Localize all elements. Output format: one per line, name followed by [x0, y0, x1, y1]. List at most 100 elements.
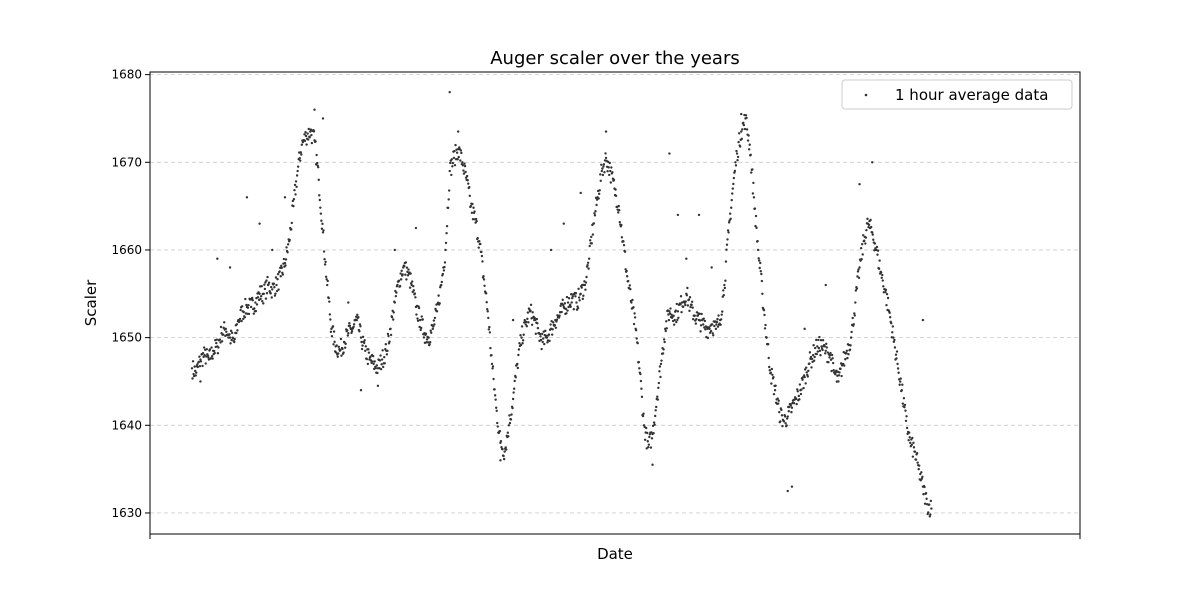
y-tick-label-1680: 1680: [111, 68, 142, 82]
data-point: [600, 163, 603, 166]
data-point: [808, 351, 812, 354]
data-point: [470, 211, 474, 214]
data-point: [736, 155, 740, 159]
data-point: [476, 236, 479, 240]
data-point: [215, 341, 218, 345]
data-point: [342, 351, 345, 354]
data-point: [635, 337, 638, 340]
data-point: [911, 436, 914, 440]
data-point: [379, 354, 382, 357]
data-point: [633, 312, 636, 315]
data-point: [786, 415, 789, 418]
data-point: [238, 319, 241, 323]
data-point: [239, 308, 242, 312]
data-point: [925, 497, 928, 500]
data-point: [812, 359, 816, 362]
data-point: [914, 458, 918, 461]
data-point: [284, 264, 287, 267]
data-point: [522, 333, 525, 336]
data-point: [873, 242, 877, 245]
data-point: [878, 259, 881, 262]
data-point: [830, 353, 834, 357]
data-point: [620, 236, 624, 239]
data-point: [196, 365, 200, 369]
data-point: [443, 261, 447, 264]
data-point: [315, 153, 318, 157]
data-point: [263, 287, 267, 291]
data-point: [542, 337, 545, 340]
data-point: [859, 246, 863, 250]
data-point: [776, 397, 779, 400]
data-point: [773, 389, 777, 392]
data-point: [240, 319, 243, 323]
data-point: [574, 292, 578, 295]
data-point: [603, 171, 606, 174]
data-point: [660, 359, 663, 362]
data-point: [448, 189, 451, 192]
data-point: [362, 341, 366, 345]
data-point: [850, 330, 853, 334]
data-point: [389, 333, 393, 337]
data-point: [568, 303, 572, 306]
data-point: [406, 270, 409, 274]
data-point: [321, 117, 325, 120]
data-point: [384, 343, 388, 346]
data-point: [858, 183, 861, 186]
data-point: [511, 397, 515, 401]
data-point: [398, 284, 402, 288]
data-point: [604, 130, 608, 133]
data-point: [548, 339, 551, 343]
data-point: [210, 346, 213, 349]
data-point: [916, 461, 919, 464]
data-point: [516, 366, 520, 370]
data-point: [690, 300, 694, 303]
data-point: [578, 293, 582, 296]
data-point: [216, 352, 220, 355]
data-point: [213, 351, 216, 355]
data-point: [712, 334, 715, 337]
data-point: [653, 423, 656, 426]
data-point: [479, 242, 482, 246]
data-point: [704, 328, 707, 331]
data-point: [687, 298, 691, 301]
data-point: [340, 354, 343, 357]
data-point: [508, 414, 511, 417]
data-point: [929, 513, 932, 516]
data-point: [549, 248, 553, 252]
data-point: [736, 158, 739, 162]
data-point: [696, 314, 700, 317]
data-point: [480, 250, 483, 254]
data-point: [797, 394, 801, 398]
data-point: [299, 151, 302, 154]
data-point: [489, 346, 492, 350]
data-point: [711, 323, 714, 326]
data-point: [270, 296, 273, 299]
data-point: [488, 325, 491, 329]
data-point: [848, 348, 852, 351]
data-point: [426, 335, 429, 339]
data-point: [648, 435, 651, 439]
data-point: [320, 219, 323, 222]
data-point: [880, 271, 883, 274]
data-point: [815, 352, 818, 356]
data-point: [261, 299, 264, 303]
data-point: [490, 353, 493, 357]
data-point: [503, 450, 506, 453]
y-tick-label-1630: 1630: [111, 506, 142, 520]
data-point: [376, 384, 380, 388]
data-point: [597, 192, 601, 196]
data-point: [432, 325, 435, 328]
data-point: [617, 211, 620, 214]
data-point: [749, 153, 752, 156]
data-point: [530, 323, 534, 327]
data-point: [676, 310, 680, 313]
data-point: [759, 269, 762, 273]
data-point: [639, 379, 643, 383]
data-point: [905, 426, 909, 430]
data-point: [566, 309, 569, 312]
data-point: [444, 241, 448, 245]
data-point: [378, 359, 382, 362]
data-point: [804, 382, 807, 385]
data-point: [661, 352, 665, 355]
data-point: [832, 369, 835, 372]
